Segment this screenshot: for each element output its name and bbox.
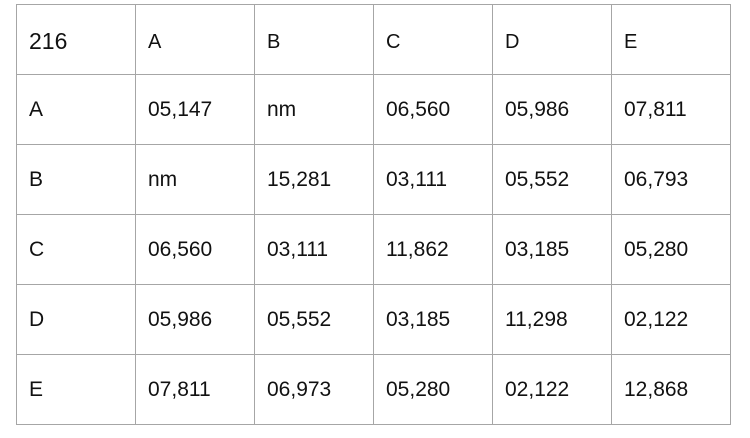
table-cell: 03,111 bbox=[373, 144, 493, 215]
header-cell: B bbox=[254, 4, 374, 75]
corner-cell: 216 bbox=[16, 4, 136, 75]
header-cell: C bbox=[373, 4, 493, 75]
table-cell: 03,111 bbox=[254, 214, 374, 285]
row-header-cell: C bbox=[16, 214, 136, 285]
table-cell: 06,793 bbox=[611, 144, 731, 215]
table-cell: 06,973 bbox=[254, 354, 374, 425]
table-cell: 03,185 bbox=[373, 284, 493, 355]
table-row: A 05,147 nm 06,560 05,986 07,811 bbox=[16, 74, 731, 145]
table-row: C 06,560 03,111 11,862 03,185 05,280 bbox=[16, 214, 731, 285]
table-cell: 06,560 bbox=[135, 214, 255, 285]
table-cell: 05,280 bbox=[373, 354, 493, 425]
table-cell: 05,552 bbox=[492, 144, 612, 215]
table-cell: 06,560 bbox=[373, 74, 493, 145]
table-cell: 02,122 bbox=[611, 284, 731, 355]
row-header-cell: A bbox=[16, 74, 136, 145]
table-cell: 15,281 bbox=[254, 144, 374, 215]
table-cell: 05,986 bbox=[135, 284, 255, 355]
table-cell: 05,552 bbox=[254, 284, 374, 355]
table-cell: nm bbox=[254, 74, 374, 145]
table-cell: 05,280 bbox=[611, 214, 731, 285]
table-cell: 11,298 bbox=[492, 284, 612, 355]
table-row: E 07,811 06,973 05,280 02,122 12,868 bbox=[16, 354, 731, 425]
table-cell: 11,862 bbox=[373, 214, 493, 285]
row-header-cell: D bbox=[16, 284, 136, 355]
table-cell: 07,811 bbox=[611, 74, 731, 145]
row-header-cell: E bbox=[16, 354, 136, 425]
table-cell: 05,147 bbox=[135, 74, 255, 145]
table-cell: 02,122 bbox=[492, 354, 612, 425]
header-cell: E bbox=[611, 4, 731, 75]
table-cell: 07,811 bbox=[135, 354, 255, 425]
table-cell: 03,185 bbox=[492, 214, 612, 285]
table-cell: 12,868 bbox=[611, 354, 731, 425]
table-cell: nm bbox=[135, 144, 255, 215]
table-row: D 05,986 05,552 03,185 11,298 02,122 bbox=[16, 284, 731, 355]
header-cell: D bbox=[492, 4, 612, 75]
header-row: 216 A B C D E bbox=[16, 4, 731, 75]
row-header-cell: B bbox=[16, 144, 136, 215]
header-cell: A bbox=[135, 4, 255, 75]
table-cell: 05,986 bbox=[492, 74, 612, 145]
